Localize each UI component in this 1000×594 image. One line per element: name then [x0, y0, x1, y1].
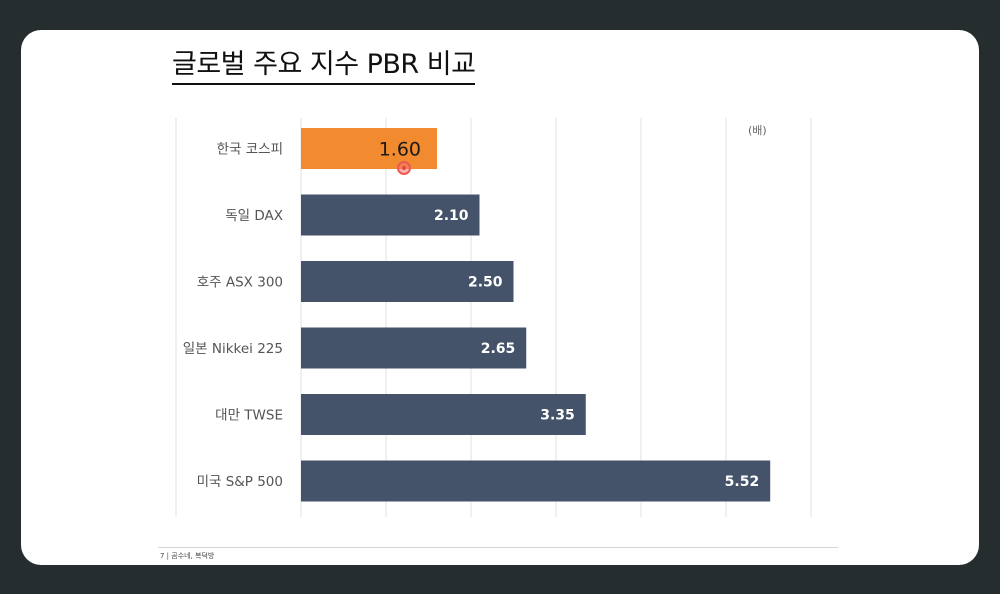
bar: [301, 327, 527, 369]
data-label: 2.65: [481, 341, 516, 357]
category-label: 미국 S&P 500: [197, 474, 283, 490]
category-label: 한국 코스피: [217, 142, 283, 158]
data-label: 2.50: [468, 275, 503, 291]
data-label: 3.35: [540, 408, 575, 424]
category-label: 호주 ASX 300: [197, 275, 283, 291]
category-label: 일본 Nikkei 225: [183, 341, 283, 357]
bar: [301, 261, 514, 302]
slide: 글로벌 주요 지수 PBR 비교 1.60 한국 코스피 2.10 독일 DAX 2.5…: [21, 30, 979, 565]
category-label: 독일 DAX: [225, 208, 283, 224]
category-label: 대만 TWSE: [215, 408, 283, 424]
bar: [301, 194, 480, 236]
bar: [301, 394, 586, 435]
data-label: 2.10: [434, 208, 469, 224]
cursor-pointer-icon: [397, 161, 411, 175]
data-label: 5.52: [725, 474, 760, 490]
data-label: 1.60: [379, 139, 421, 161]
slide-title: 글로벌 주요 지수 PBR 비교: [172, 48, 476, 85]
bar: [301, 460, 771, 502]
footer-divider: [158, 547, 838, 548]
footer-source: 7 | 곰수네, 복덕방: [160, 552, 215, 560]
bar: [301, 128, 437, 169]
unit-label: (배): [748, 124, 767, 137]
pbr-bar-chart: 1.60 한국 코스피 2.10 독일 DAX 2.50 호주 ASX 300 2.65 일본…: [175, 118, 812, 517]
